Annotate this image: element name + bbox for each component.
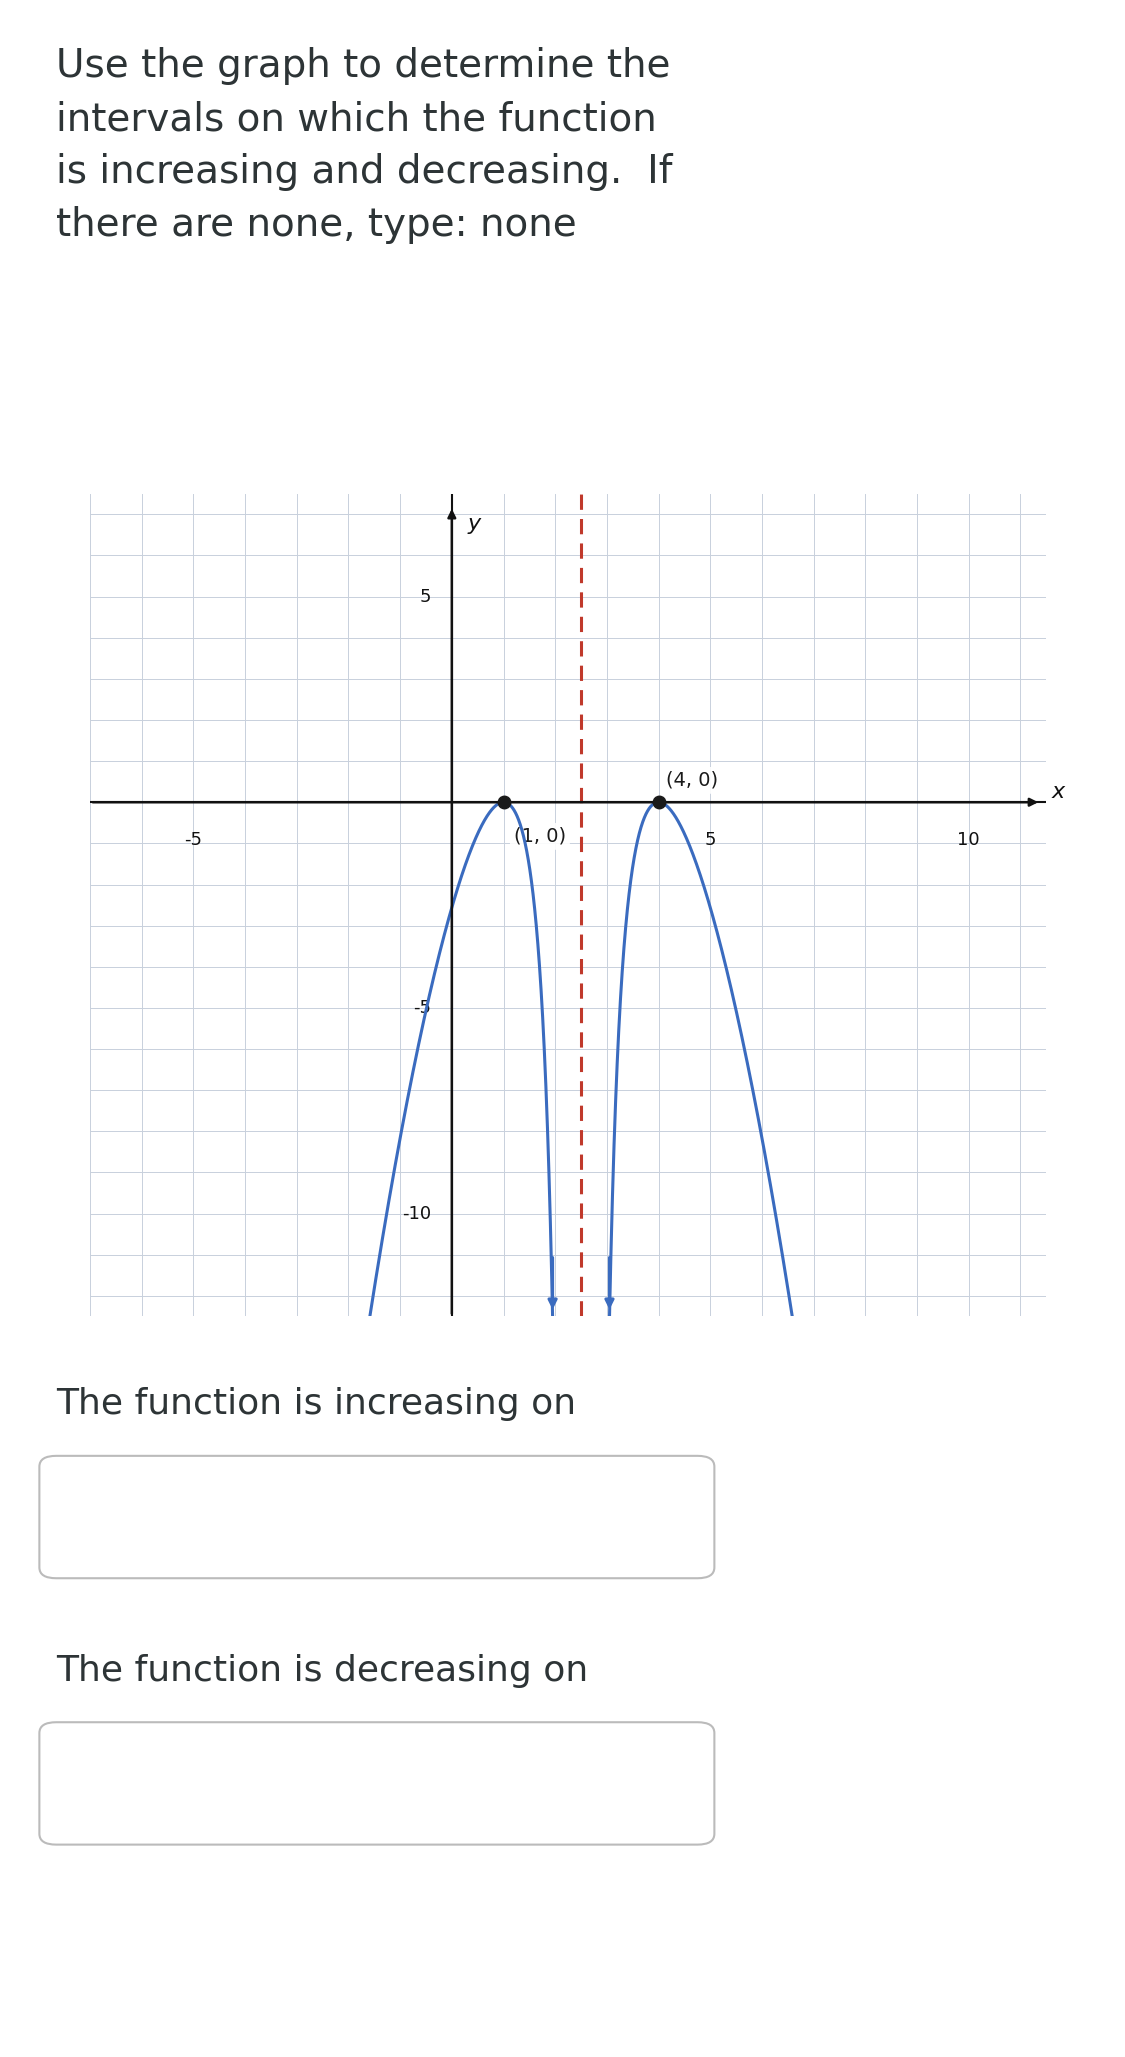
Text: 10: 10	[957, 831, 980, 850]
Text: Use the graph to determine the
intervals on which the function
is increasing and: Use the graph to determine the intervals…	[56, 47, 673, 245]
FancyBboxPatch shape	[39, 1456, 714, 1578]
FancyBboxPatch shape	[39, 1722, 714, 1845]
Text: 5: 5	[704, 831, 716, 850]
Text: (1, 0): (1, 0)	[514, 827, 566, 845]
Text: The function is increasing on: The function is increasing on	[56, 1388, 576, 1421]
Text: (4, 0): (4, 0)	[666, 771, 719, 790]
Text: -10: -10	[402, 1205, 431, 1222]
Text: 5: 5	[420, 588, 431, 605]
Text: The function is decreasing on: The function is decreasing on	[56, 1654, 588, 1689]
Text: x: x	[1052, 782, 1064, 802]
Text: y: y	[467, 514, 480, 535]
Text: -5: -5	[184, 831, 202, 850]
Text: -5: -5	[413, 1000, 431, 1016]
